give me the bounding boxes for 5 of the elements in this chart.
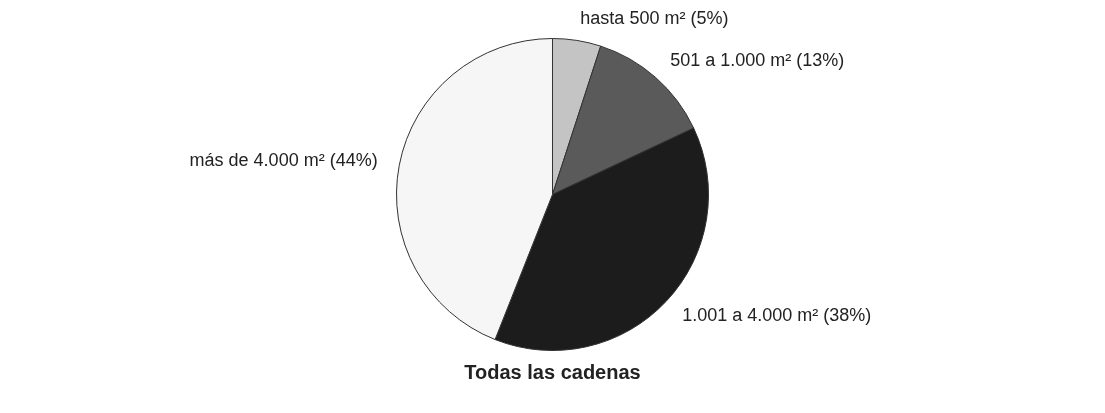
slice-label: más de 4.000 m² (44%) — [189, 150, 378, 171]
text: Todas las cadenas — [464, 360, 641, 383]
slice-label: 501 a 1.000 m² (13%) — [670, 49, 845, 70]
slice-label: 1.001 a 4.000 m² (38%) — [682, 305, 872, 326]
slice-label: hasta 500 m² (5%) — [580, 7, 729, 28]
